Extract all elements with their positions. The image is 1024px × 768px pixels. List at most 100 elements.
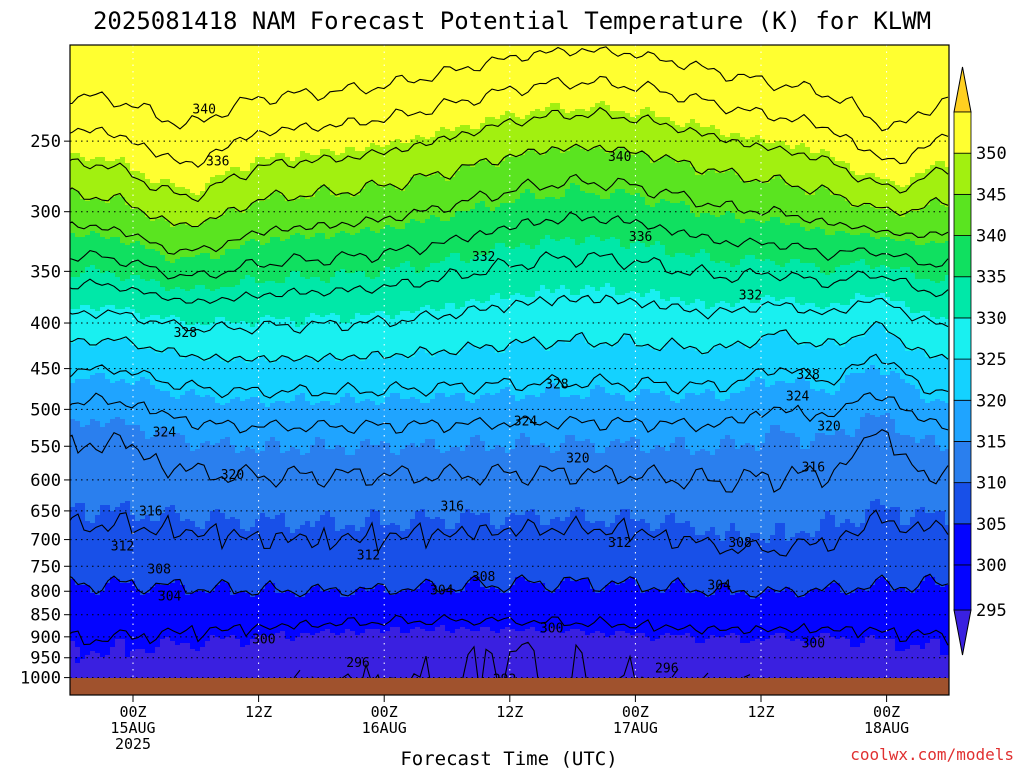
temperature-band xyxy=(715,217,721,264)
temperature-band xyxy=(765,589,771,640)
temperature-band xyxy=(245,323,251,364)
temperature-band xyxy=(715,345,721,400)
temperature-band xyxy=(905,239,911,268)
temperature-band xyxy=(800,45,806,144)
temperature-band xyxy=(455,127,461,172)
temperature-band xyxy=(140,319,146,350)
temperature-band xyxy=(100,201,106,238)
temperature-band xyxy=(900,267,906,302)
temperature-band xyxy=(335,589,341,636)
temperature-band xyxy=(395,189,401,230)
temperature-band xyxy=(320,233,326,282)
temperature-band xyxy=(165,585,171,638)
temperature-band xyxy=(545,151,551,198)
temperature-band xyxy=(585,579,591,636)
temperature-band xyxy=(260,201,266,246)
temperature-band xyxy=(85,45,91,162)
temperature-band xyxy=(175,399,181,434)
temperature-band xyxy=(845,45,851,164)
temperature-band xyxy=(270,317,276,364)
temperature-band xyxy=(670,339,676,402)
colorbar-segment xyxy=(953,441,972,484)
temperature-band xyxy=(225,171,231,210)
temperature-band xyxy=(95,269,101,312)
temperature-band xyxy=(235,285,241,324)
temperature-band xyxy=(445,589,451,632)
temperature-band xyxy=(720,637,726,695)
temperature-band xyxy=(430,45,436,138)
temperature-band xyxy=(640,109,646,152)
temperature-band xyxy=(250,239,256,278)
temperature-band xyxy=(400,191,406,230)
temperature-band xyxy=(665,117,671,156)
temperature-band xyxy=(590,389,596,444)
temperature-band xyxy=(235,323,241,358)
temperature-band xyxy=(485,161,491,208)
temperature-band xyxy=(690,455,696,528)
contour-label: 316 xyxy=(139,504,162,519)
temperature-band xyxy=(330,195,336,238)
temperature-band xyxy=(940,451,946,512)
temperature-band xyxy=(205,441,211,522)
temperature-band xyxy=(180,521,186,586)
y-axis: 2503003504004505005506006507007508008509… xyxy=(20,132,70,689)
temperature-band xyxy=(560,239,566,286)
temperature-band xyxy=(600,101,606,150)
contour-label-text: 312 xyxy=(111,540,134,555)
temperature-band xyxy=(910,313,916,352)
temperature-band xyxy=(90,199,96,232)
temperature-band xyxy=(640,45,646,110)
temperature-band xyxy=(120,583,126,640)
temperature-band xyxy=(185,225,191,258)
temperature-band xyxy=(170,315,176,350)
temperature-band xyxy=(400,399,406,450)
temperature-band xyxy=(530,339,536,396)
temperature-band xyxy=(910,437,916,518)
temperature-band xyxy=(605,527,611,586)
temperature-band xyxy=(170,583,176,642)
temperature-band xyxy=(100,373,106,428)
temperature-band xyxy=(90,593,96,652)
temperature-band xyxy=(535,515,541,584)
temperature-band xyxy=(880,325,886,376)
temperature-band xyxy=(745,255,751,300)
temperature-band xyxy=(595,237,601,292)
temperature-band xyxy=(655,445,661,530)
grid-lines xyxy=(70,45,949,695)
temperature-band xyxy=(410,313,416,358)
temperature-band xyxy=(490,631,496,695)
temperature-band xyxy=(170,227,176,264)
temperature-band xyxy=(205,395,211,442)
temperature-band xyxy=(125,163,131,206)
temperature-band xyxy=(110,161,116,198)
temperature-band xyxy=(695,45,701,124)
temperature-band xyxy=(245,209,251,242)
temperature-band xyxy=(940,587,946,656)
temperature-band xyxy=(760,297,766,338)
temperature-band xyxy=(820,273,826,310)
temperature-band xyxy=(485,627,491,695)
temperature-band xyxy=(565,517,571,578)
temperature-band xyxy=(165,391,171,432)
temperature-band xyxy=(735,265,741,304)
temperature-band xyxy=(920,311,926,350)
temperature-band xyxy=(135,313,141,350)
temperature-band xyxy=(215,317,221,356)
temperature-band xyxy=(290,161,296,202)
temperature-band xyxy=(170,349,176,398)
temperature-band xyxy=(330,277,336,314)
temperature-band xyxy=(500,45,506,116)
temperature-band xyxy=(825,341,831,394)
temperature-band xyxy=(860,295,866,338)
temperature-band xyxy=(290,321,296,362)
temperature-band xyxy=(895,337,901,374)
x-axis-label: Forecast Time (UTC) xyxy=(400,748,617,768)
temperature-band xyxy=(270,363,276,404)
temperature-band xyxy=(120,45,126,158)
temperature-band xyxy=(120,157,126,198)
temperature-band xyxy=(590,45,596,108)
temperature-band xyxy=(580,441,586,510)
temperature-band xyxy=(515,341,521,402)
temperature-band xyxy=(375,185,381,234)
temperature-band xyxy=(145,349,151,380)
